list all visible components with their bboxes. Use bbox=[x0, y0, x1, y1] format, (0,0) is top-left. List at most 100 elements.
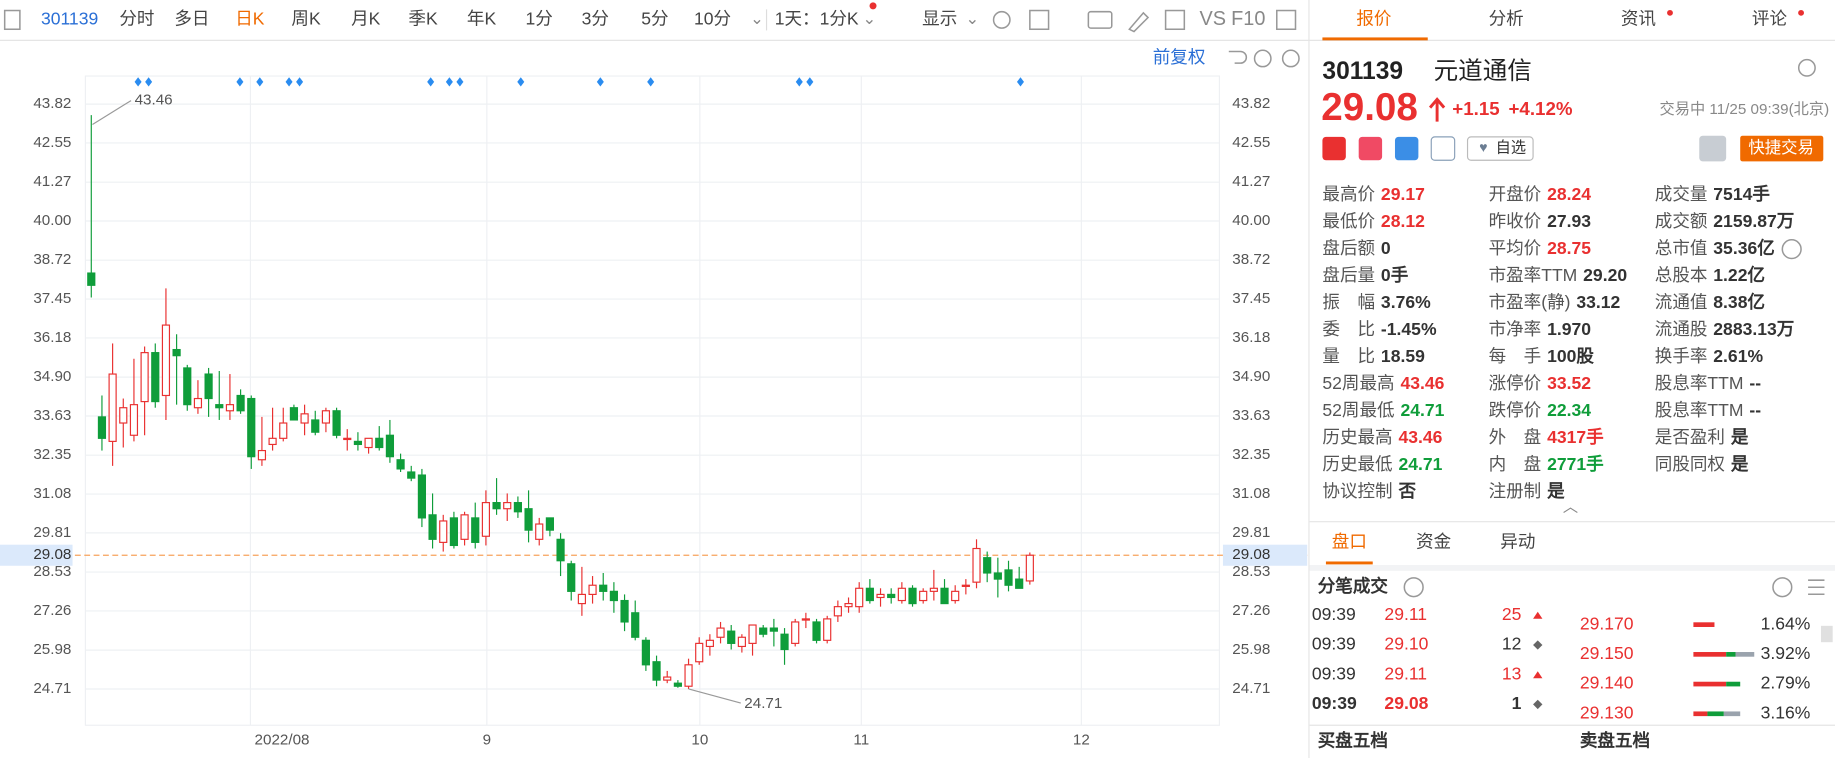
candle-body bbox=[727, 630, 736, 644]
zoom-in-icon[interactable] bbox=[1281, 49, 1300, 68]
candle-body bbox=[876, 593, 885, 599]
stat-value: 8.38亿 bbox=[1713, 292, 1765, 312]
sub-tab[interactable]: 异动 bbox=[1500, 531, 1535, 551]
vs-button[interactable]: VS bbox=[1200, 8, 1227, 30]
candle-body bbox=[737, 636, 746, 648]
more-icon[interactable] bbox=[1772, 577, 1793, 598]
annotation-leader bbox=[688, 688, 741, 704]
info-icon[interactable] bbox=[1403, 577, 1424, 598]
dropdown-arrow[interactable]: ⌄ bbox=[862, 10, 876, 28]
period-tab[interactable]: 年K bbox=[467, 9, 497, 29]
period-tab[interactable]: 1分 bbox=[525, 9, 552, 29]
stat-value: 43.46 bbox=[1398, 427, 1442, 447]
annotation-leader bbox=[92, 100, 132, 125]
stat-value: 0 bbox=[1381, 238, 1391, 258]
sub-tab[interactable]: 资金 bbox=[1416, 531, 1452, 551]
ladder-pct: 3.16% bbox=[1761, 702, 1811, 722]
pen-icon[interactable] bbox=[1128, 11, 1150, 33]
watch-button[interactable] bbox=[1466, 136, 1534, 161]
candle-body bbox=[385, 434, 395, 458]
candle-body bbox=[588, 584, 597, 595]
dropdown-arrow[interactable]: ⌄ bbox=[750, 10, 764, 28]
flag-icon[interactable] bbox=[1322, 136, 1346, 161]
quote-code: 301139 bbox=[1322, 58, 1403, 85]
event-marker[interactable] bbox=[596, 77, 604, 87]
event-marker[interactable] bbox=[236, 77, 244, 87]
candle-body bbox=[652, 661, 661, 681]
camera-icon[interactable] bbox=[1087, 10, 1113, 29]
period-tab[interactable]: 10分 bbox=[694, 9, 731, 29]
panel-tab[interactable]: 分析 bbox=[1489, 9, 1524, 29]
ladder-pct: 1.64% bbox=[1761, 613, 1811, 633]
stat-label: 历史最高 bbox=[1322, 427, 1392, 447]
settings-icon[interactable] bbox=[992, 10, 1011, 29]
event-marker[interactable] bbox=[134, 77, 142, 87]
candle-body bbox=[855, 587, 864, 608]
zoom-out-icon[interactable] bbox=[1253, 49, 1272, 68]
f10-button[interactable]: F10 bbox=[1231, 8, 1265, 30]
panel-tab[interactable]: 评论 bbox=[1752, 9, 1788, 29]
candle-body bbox=[364, 437, 373, 449]
trade-button[interactable] bbox=[1740, 135, 1824, 162]
stat-label: 涨停价 bbox=[1489, 373, 1542, 393]
trade-dir-up bbox=[1533, 611, 1543, 619]
sidebar-icon[interactable] bbox=[1276, 9, 1297, 31]
scrollbar[interactable] bbox=[1820, 625, 1833, 643]
candlestick-chart: 43.82 43.82 42.55 42.55 41.27 41.27 40.00 40.00… bbox=[0, 75, 1309, 748]
period-tab[interactable]: 日K bbox=[235, 9, 265, 29]
tag-icon[interactable] bbox=[1394, 136, 1419, 161]
period-tab[interactable]: 周K bbox=[291, 9, 321, 29]
trade-volume: 13 bbox=[1502, 663, 1522, 683]
flash-icon[interactable] bbox=[1358, 136, 1383, 161]
alert-button[interactable] bbox=[1699, 135, 1727, 162]
more-icon[interactable] bbox=[1781, 239, 1802, 260]
event-marker[interactable] bbox=[456, 77, 464, 87]
period-select[interactable]: 1天：1分K bbox=[775, 9, 859, 29]
stat-label: 跌停价 bbox=[1489, 400, 1542, 420]
period-tab[interactable]: 3分 bbox=[582, 9, 609, 29]
y-tick-label: 40.00 bbox=[33, 212, 71, 229]
y-tick-label: 43.82 bbox=[33, 95, 71, 112]
period-tab[interactable]: 季K bbox=[408, 9, 438, 29]
event-marker[interactable] bbox=[795, 77, 803, 87]
period-tab[interactable]: 分时 bbox=[119, 9, 154, 29]
event-marker[interactable] bbox=[296, 77, 304, 87]
candle-body bbox=[204, 373, 213, 400]
adjust-button[interactable]: 前复权 bbox=[1153, 47, 1206, 67]
note-icon[interactable] bbox=[1430, 136, 1456, 161]
settings-icon[interactable] bbox=[1797, 58, 1816, 77]
event-marker[interactable] bbox=[1016, 77, 1024, 87]
event-marker[interactable] bbox=[256, 77, 264, 87]
candle-body bbox=[247, 397, 256, 458]
layout-icon[interactable] bbox=[1029, 9, 1050, 31]
list-icon[interactable] bbox=[1808, 579, 1825, 595]
display-menu[interactable]: 显示 bbox=[922, 9, 957, 29]
event-marker[interactable] bbox=[445, 77, 453, 87]
watch-heart: ♥ bbox=[1479, 139, 1487, 155]
collapse-icon[interactable]: ︿ bbox=[1563, 499, 1578, 516]
dropdown-arrow[interactable]: ⌄ bbox=[965, 10, 979, 28]
candle-body bbox=[407, 471, 416, 479]
stat-label: 盘后量 bbox=[1322, 265, 1375, 285]
fullscreen-icon[interactable] bbox=[1164, 9, 1186, 31]
period-tab[interactable]: 月K bbox=[351, 9, 381, 29]
event-marker[interactable] bbox=[145, 77, 153, 87]
sub-tab[interactable]: 盘口 bbox=[1332, 531, 1367, 551]
event-marker[interactable] bbox=[285, 77, 293, 87]
stat-label: 52周最高 bbox=[1322, 373, 1394, 393]
period-tab[interactable]: 5分 bbox=[641, 9, 668, 29]
event-marker[interactable] bbox=[517, 77, 525, 87]
candle-body bbox=[396, 459, 405, 470]
event-marker[interactable] bbox=[806, 77, 814, 87]
candle-body bbox=[961, 584, 970, 587]
panel-tab[interactable]: 报价 bbox=[1356, 9, 1392, 29]
period-tab[interactable]: 多日 bbox=[174, 9, 209, 29]
reset-icon[interactable] bbox=[1228, 50, 1248, 64]
panel-tab[interactable]: 资讯 bbox=[1621, 9, 1656, 29]
menu-icon[interactable] bbox=[3, 9, 21, 31]
candle-body bbox=[865, 587, 874, 602]
event-marker[interactable] bbox=[427, 77, 435, 87]
event-marker[interactable] bbox=[647, 77, 655, 87]
stat-label: 最高价 bbox=[1322, 184, 1375, 204]
y-tick-label-right: 28.53 bbox=[1232, 563, 1270, 580]
